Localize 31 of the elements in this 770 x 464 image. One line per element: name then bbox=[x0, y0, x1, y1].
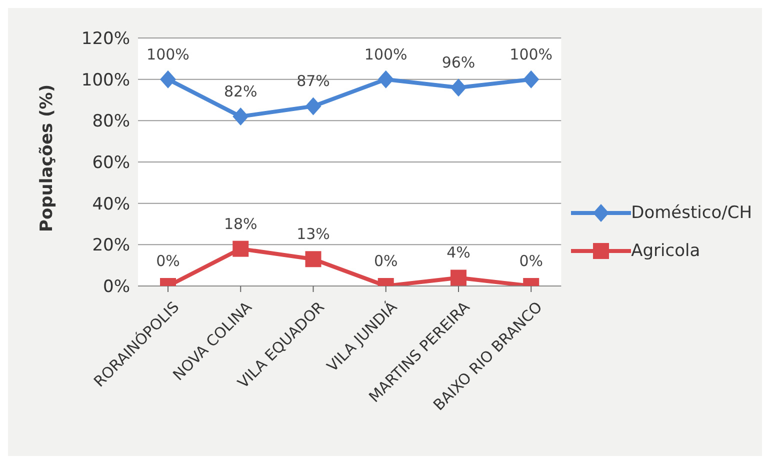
y-tick-label: 120% bbox=[81, 29, 130, 50]
point bbox=[160, 70, 176, 88]
point bbox=[232, 108, 249, 126]
y-tick-label: 40% bbox=[92, 194, 130, 214]
point bbox=[450, 270, 466, 286]
data-label: 100% bbox=[146, 45, 190, 64]
y-tick-label: 0% bbox=[103, 277, 130, 298]
y-tick-label: 100% bbox=[81, 70, 130, 90]
legend-label: Doméstico/CH bbox=[631, 203, 752, 223]
y-axis-title: Populações (%) bbox=[37, 84, 58, 232]
data-label: 87% bbox=[296, 72, 330, 90]
data-label: 100% bbox=[510, 45, 553, 64]
point bbox=[450, 78, 466, 97]
y-tick-label: 20% bbox=[92, 236, 130, 256]
data-label: 18% bbox=[224, 214, 258, 233]
data-label: 0% bbox=[156, 252, 180, 270]
data-label: 96% bbox=[442, 54, 476, 72]
point bbox=[305, 251, 322, 268]
point bbox=[305, 97, 322, 116]
point bbox=[523, 70, 540, 88]
data-label: 0% bbox=[519, 252, 544, 270]
data-label: 0% bbox=[374, 252, 398, 270]
data-label: 100% bbox=[364, 45, 408, 64]
legend-label: Agricola bbox=[631, 241, 700, 261]
point bbox=[378, 70, 394, 88]
point bbox=[232, 240, 249, 257]
data-label: 82% bbox=[224, 82, 258, 101]
y-tick-label: 80% bbox=[92, 112, 130, 132]
data-label: 4% bbox=[446, 244, 470, 262]
y-tick-label: 60% bbox=[92, 153, 130, 174]
data-label: 13% bbox=[296, 225, 330, 244]
